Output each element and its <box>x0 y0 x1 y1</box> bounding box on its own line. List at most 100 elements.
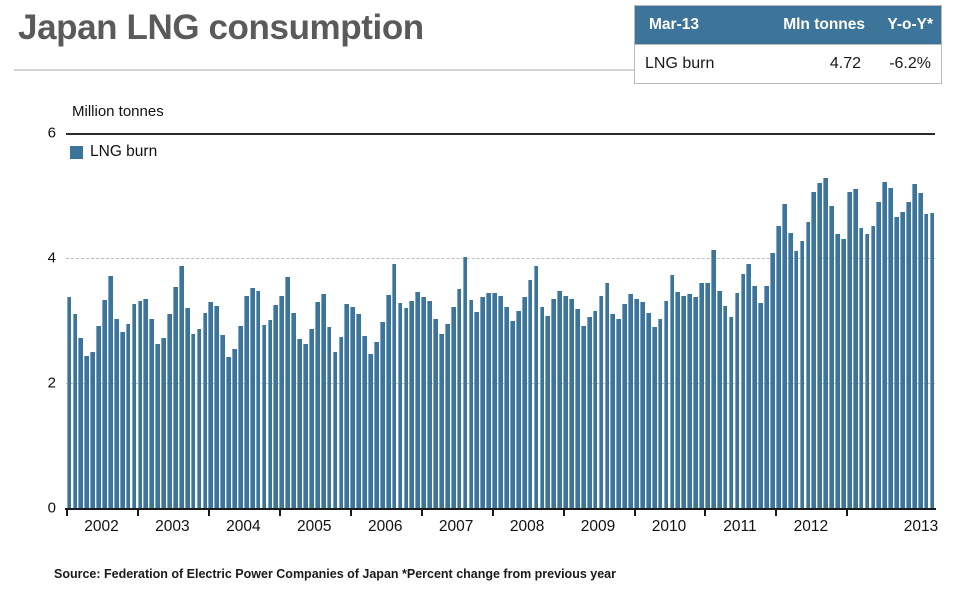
bar <box>96 325 101 508</box>
bar <box>344 304 350 508</box>
bar <box>864 234 870 508</box>
bar <box>781 204 787 508</box>
bar <box>474 311 480 508</box>
bar <box>326 326 332 508</box>
bar <box>202 313 208 508</box>
gridline-4 <box>66 258 935 259</box>
table-header-period: Mar-13 <box>649 16 699 33</box>
axis-baseline <box>65 508 936 510</box>
bar <box>66 296 72 508</box>
bar <box>90 351 95 508</box>
bar <box>876 201 882 508</box>
bar <box>468 299 474 508</box>
bar <box>846 192 852 508</box>
bar <box>332 351 338 508</box>
bar <box>569 299 574 508</box>
bar <box>78 338 84 508</box>
bar <box>805 221 811 508</box>
x-tickmark-2008 <box>491 508 494 516</box>
bar <box>858 228 864 508</box>
bar <box>799 240 805 508</box>
bar <box>178 266 184 508</box>
bar <box>368 354 373 508</box>
bar <box>373 341 379 508</box>
bar <box>261 324 267 508</box>
bar <box>705 283 710 508</box>
x-tick-label-2008: 2008 <box>509 518 545 535</box>
bar <box>551 299 557 508</box>
bar <box>669 274 675 508</box>
x-tick-label-2004: 2004 <box>226 518 261 535</box>
bar <box>539 306 545 508</box>
bar <box>758 303 763 508</box>
x-tick-label-2010: 2010 <box>651 518 687 535</box>
bar <box>634 299 639 508</box>
y-tick-label-0: 0 <box>47 499 56 517</box>
bar <box>444 323 450 508</box>
bar <box>273 304 279 508</box>
table-row: LNG burn 4.72 -6.2% <box>635 44 941 83</box>
bar <box>604 283 610 508</box>
table-header-value: Mln tonnes <box>783 16 866 33</box>
bar <box>651 326 657 508</box>
bar <box>527 279 533 508</box>
bar <box>533 265 539 508</box>
bar <box>906 201 911 508</box>
bar <box>835 234 840 508</box>
bar <box>107 275 113 508</box>
x-tick-label-2002: 2002 <box>84 518 119 535</box>
bar <box>693 296 698 508</box>
bar <box>628 294 633 508</box>
bar <box>362 336 367 508</box>
bar <box>492 293 497 508</box>
table-header-yoy: Y-o-Y* <box>887 16 933 33</box>
bar <box>125 324 131 508</box>
bar-series-lng-burn <box>66 133 935 508</box>
bar <box>486 293 492 508</box>
bar <box>764 285 769 508</box>
bar <box>320 294 326 508</box>
x-tickmark-2005 <box>278 508 281 516</box>
bar <box>456 288 462 508</box>
bar <box>338 336 344 508</box>
bar <box>385 294 391 508</box>
bar <box>480 296 486 508</box>
bar <box>515 311 521 508</box>
bar <box>557 290 562 508</box>
bar <box>793 250 799 508</box>
bar <box>356 314 361 508</box>
bar <box>870 225 876 508</box>
bar <box>580 325 586 508</box>
bar <box>113 318 119 508</box>
plot-area <box>65 133 936 510</box>
x-tick-label-2006: 2006 <box>367 518 403 535</box>
bar <box>911 184 917 508</box>
bar <box>421 296 426 508</box>
x-tick-label-2011: 2011 <box>723 518 757 535</box>
bar <box>923 213 929 508</box>
x-tickmark-2012 <box>775 508 778 516</box>
table-cell-name: LNG burn <box>645 55 715 72</box>
bar <box>681 295 687 508</box>
bar <box>297 339 302 508</box>
bar <box>752 285 758 508</box>
axis-top-line <box>66 133 935 135</box>
bar <box>119 332 125 508</box>
bar <box>102 299 107 508</box>
bar <box>586 317 592 508</box>
bar <box>699 283 704 508</box>
bar <box>433 319 438 508</box>
x-tickmark-2002 <box>66 508 68 516</box>
bar <box>770 253 775 508</box>
bar <box>220 334 225 508</box>
bar <box>616 319 622 508</box>
bar <box>563 295 568 508</box>
bar <box>657 318 663 508</box>
bar <box>841 239 846 508</box>
bar <box>403 308 409 508</box>
bar <box>267 319 273 508</box>
bar <box>279 295 285 508</box>
bar <box>303 344 308 508</box>
